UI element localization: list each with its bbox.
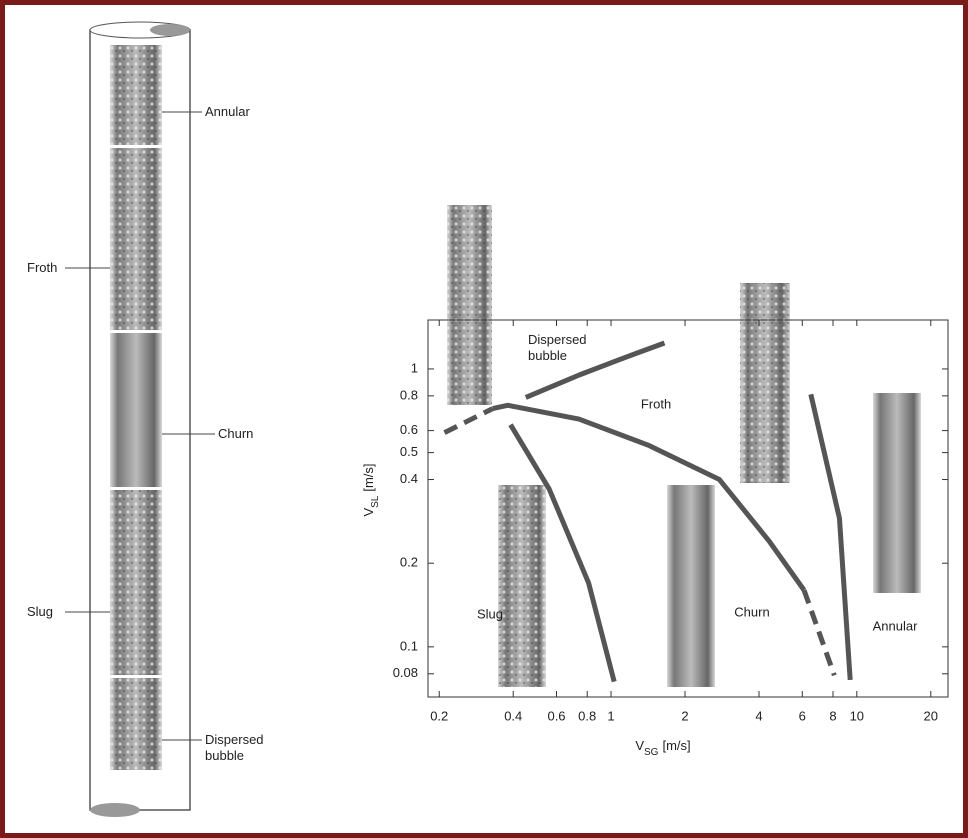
x-tick-label: 2 <box>681 708 688 723</box>
y-tick-label: 0.5 <box>400 444 418 459</box>
boundary-line <box>444 409 492 433</box>
pipe-label: Annular <box>205 104 250 120</box>
y-tick-label: 1 <box>411 360 418 375</box>
boundary-line <box>811 394 850 680</box>
annotation: Slug <box>477 606 503 621</box>
x-tick-label: 8 <box>829 708 836 723</box>
x-tick-label: 1 <box>607 708 614 723</box>
annotation: Froth <box>641 396 671 411</box>
pipe-label: Dispersed bubble <box>205 732 275 764</box>
y-tick-label: 0.1 <box>400 638 418 653</box>
annotation: Dispersed bubble <box>528 332 600 364</box>
y-tick-label: 0.2 <box>400 555 418 570</box>
x-tick-label: 4 <box>755 708 762 723</box>
y-tick-label: 0.8 <box>400 387 418 402</box>
boundary-line <box>804 590 834 675</box>
annotation: Annular <box>873 618 918 633</box>
figure: VSL[m/s] VSG[m/s] Slug Froth Churn Annul… <box>0 0 968 838</box>
y-tick-label: 0.6 <box>400 422 418 437</box>
pipe <box>65 22 215 817</box>
pipe-label: Slug <box>27 604 53 620</box>
figure-svg: VSL[m/s] VSG[m/s] Slug Froth Churn Annul… <box>5 5 963 833</box>
x-tick-label: 0.4 <box>504 708 522 723</box>
x-axis-label: VSG[m/s] <box>635 738 690 758</box>
x-tick-label: 10 <box>850 708 864 723</box>
x-tick-label: 6 <box>799 708 806 723</box>
x-tick-label: 0.2 <box>430 708 448 723</box>
y-axis-label: VSL[m/s] <box>361 463 381 516</box>
x-tick-label: 0.8 <box>578 708 596 723</box>
x-tick-label: 0.6 <box>547 708 565 723</box>
x-tick-label: 20 <box>924 708 938 723</box>
pipe-label: Froth <box>27 260 57 276</box>
pipe-label: Churn <box>218 426 253 442</box>
y-tick-label: 0.4 <box>400 471 418 486</box>
annotation: Churn <box>734 604 769 619</box>
y-tick-label: 0.08 <box>393 665 418 680</box>
photos <box>447 205 921 687</box>
